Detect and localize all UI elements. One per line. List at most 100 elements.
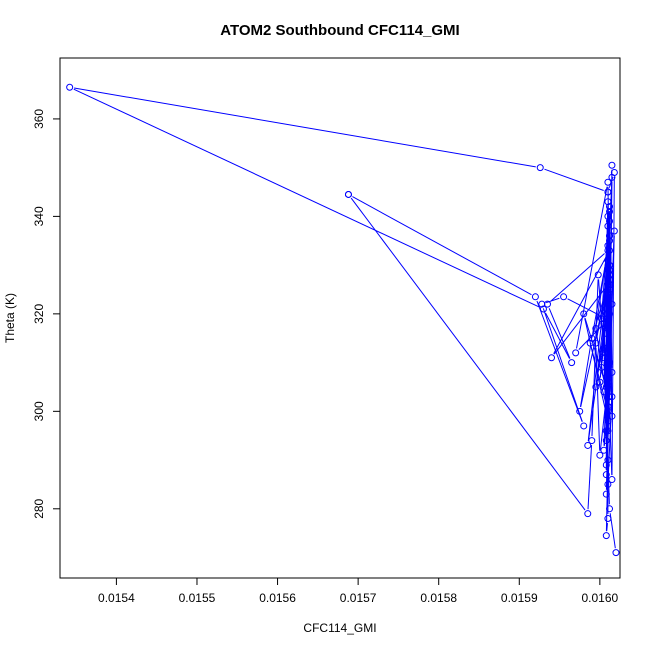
y-tick-label: 300 xyxy=(32,401,46,421)
data-point xyxy=(584,441,592,449)
data-point xyxy=(600,349,608,357)
data-point xyxy=(606,398,614,406)
data-point xyxy=(344,190,352,198)
data-point xyxy=(604,427,612,435)
data-point xyxy=(606,203,614,211)
data-point xyxy=(548,354,556,362)
data-point xyxy=(580,422,588,430)
series-segment xyxy=(578,326,602,350)
data-point xyxy=(606,271,614,279)
series-segment xyxy=(553,287,606,355)
series-segment xyxy=(605,464,609,532)
series-segment xyxy=(598,279,605,349)
series-segment xyxy=(74,87,536,168)
series-segment xyxy=(545,312,571,359)
data-point xyxy=(66,83,74,91)
y-tick-label: 360 xyxy=(32,109,46,129)
data-point xyxy=(604,402,612,410)
series-segment xyxy=(352,196,532,296)
data-point xyxy=(604,480,612,488)
data-point xyxy=(606,237,614,245)
data-point xyxy=(604,178,612,186)
data-point xyxy=(600,344,608,352)
data-point xyxy=(606,276,614,284)
data-point xyxy=(600,446,608,454)
data-point xyxy=(604,417,612,425)
data-point xyxy=(604,290,612,298)
data-point xyxy=(572,349,580,357)
x-axis-label: CFC114_GMI xyxy=(303,621,376,635)
x-tick-label: 0.0158 xyxy=(420,591,457,605)
x-axis: 0.0154 0.0155 0.0156 0.0157 0.0158 0.0159 0.01… xyxy=(98,577,619,605)
series-lines xyxy=(73,87,616,549)
data-point xyxy=(597,363,605,371)
data-point xyxy=(606,261,614,269)
x-tick-label: 0.0160 xyxy=(582,591,619,605)
x-tick-label: 0.0156 xyxy=(259,591,296,605)
series-segment xyxy=(584,318,608,417)
chart-title: ATOM2 Southbound CFC114_GMI xyxy=(220,22,459,39)
data-point xyxy=(606,232,614,240)
data-point xyxy=(600,320,608,328)
series-segment xyxy=(73,88,540,308)
data-point xyxy=(608,300,616,308)
data-point xyxy=(604,256,612,264)
plot-frame xyxy=(59,57,621,579)
data-point xyxy=(610,227,618,235)
series-points xyxy=(66,83,620,557)
data-point xyxy=(606,393,614,401)
series-segment xyxy=(591,279,599,437)
data-point xyxy=(608,161,616,169)
data-point xyxy=(604,242,612,250)
data-point xyxy=(592,324,600,332)
data-point xyxy=(606,208,614,216)
y-tick-label: 280 xyxy=(32,498,46,518)
data-point xyxy=(602,490,610,498)
y-axis-label: Theta (K) xyxy=(3,293,17,343)
x-tick-label: 0.0157 xyxy=(340,591,377,605)
data-point xyxy=(602,532,610,540)
data-point xyxy=(602,310,610,318)
series-segment xyxy=(607,464,610,505)
series-segment xyxy=(609,225,613,368)
x-tick-label: 0.0159 xyxy=(501,591,538,605)
data-point xyxy=(602,305,610,313)
data-point xyxy=(606,247,614,254)
data-point xyxy=(538,300,546,308)
series-segment xyxy=(536,300,583,422)
data-point xyxy=(602,373,610,381)
data-point xyxy=(604,188,612,196)
data-point xyxy=(600,354,608,362)
data-point xyxy=(604,198,612,206)
data-point xyxy=(606,505,614,513)
data-point xyxy=(612,549,620,557)
x-tick-label: 0.0154 xyxy=(98,591,135,605)
data-point xyxy=(604,266,612,274)
data-point xyxy=(604,515,612,523)
data-point xyxy=(608,368,616,376)
series-segment xyxy=(545,297,560,304)
series-segment xyxy=(603,376,612,446)
series-segment xyxy=(550,253,605,302)
data-point xyxy=(604,456,612,464)
series-segment xyxy=(553,254,608,354)
data-point xyxy=(539,305,547,313)
series-segment xyxy=(576,186,608,349)
data-point xyxy=(606,310,614,318)
data-point xyxy=(580,310,588,318)
data-point xyxy=(602,320,610,328)
data-point xyxy=(576,407,584,415)
y-axis: 280 300 320 340 360 xyxy=(32,109,61,519)
data-point xyxy=(604,212,612,220)
data-point xyxy=(608,412,616,420)
data-point xyxy=(606,281,614,289)
data-point xyxy=(531,293,539,301)
data-point xyxy=(602,383,610,391)
data-point xyxy=(588,334,596,342)
y-tick-label: 340 xyxy=(32,206,46,226)
data-point xyxy=(604,378,612,386)
series-segment xyxy=(350,197,586,511)
data-point xyxy=(606,285,614,293)
data-point xyxy=(586,339,594,347)
